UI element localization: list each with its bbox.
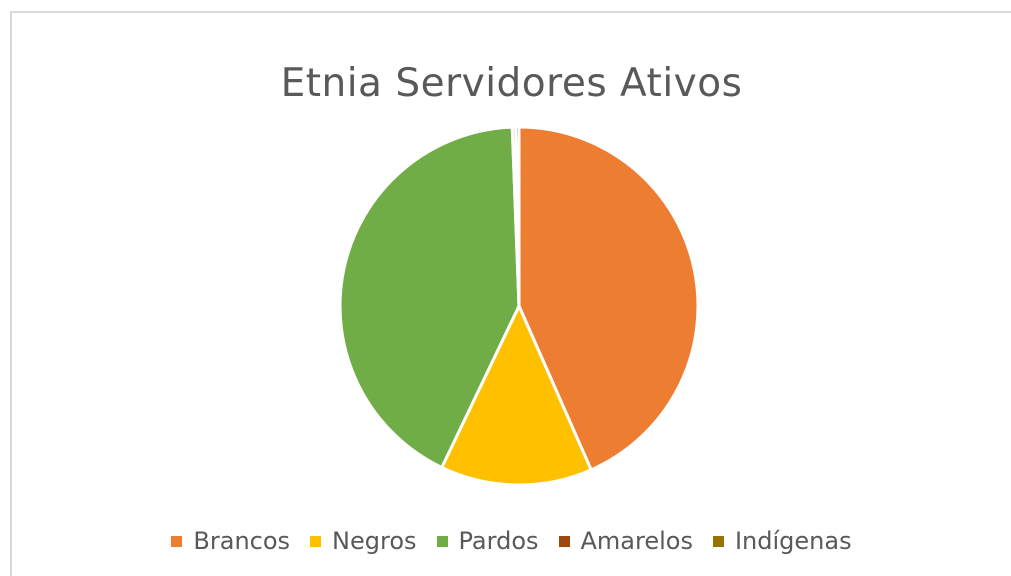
legend-swatch-indigenas: [712, 535, 724, 547]
pie-slice-brancos: [517, 125, 700, 472]
legend-swatch-brancos: [171, 535, 183, 547]
legend-label-indigenas: Indígenas: [734, 527, 852, 555]
pie-slice-pardos: [338, 125, 521, 469]
legend: Brancos Negros Pardos Amarelos Indígenas: [12, 527, 1011, 555]
legend-item-indigenas: Indígenas: [712, 527, 852, 555]
legend-label-negros: Negros: [332, 527, 417, 555]
chart-area: Etnia Servidores Ativos Brancos Negros Par…: [10, 11, 1011, 576]
chart-title: Etnia Servidores Ativos: [280, 61, 743, 106]
legend-label-amarelos: Amarelos: [580, 527, 693, 555]
legend-label-brancos: Brancos: [193, 527, 291, 555]
legend-label-pardos: Pardos: [458, 527, 539, 555]
pie-slice-negros: [440, 304, 593, 487]
legend-item-pardos: Pardos: [436, 527, 539, 555]
legend-item-brancos: Brancos: [171, 527, 290, 555]
legend-item-amarelos: Amarelos: [558, 527, 693, 555]
legend-swatch-pardos: [436, 535, 448, 547]
pie-chart: [338, 125, 700, 487]
legend-swatch-negros: [310, 535, 322, 547]
pie-slice-indigenas: [514, 125, 521, 308]
legend-item-negros: Negros: [310, 527, 417, 555]
legend-swatch-amarelos: [558, 535, 570, 547]
